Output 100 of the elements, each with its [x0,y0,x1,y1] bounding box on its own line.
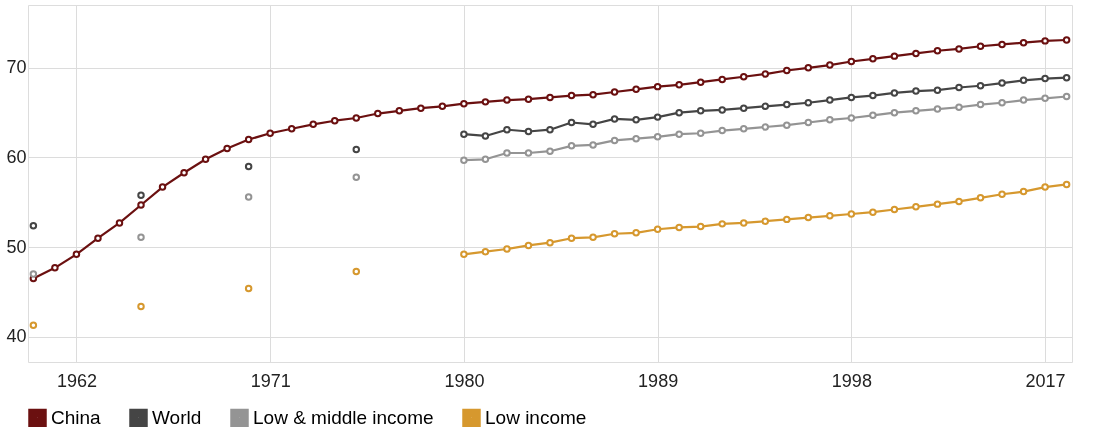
legend-label: Low income [485,406,587,428]
point [761,102,769,111]
point [1041,74,1049,83]
point [933,200,942,208]
point [1041,183,1049,191]
point [1062,180,1071,189]
x-tick-label: 1962 [56,370,97,391]
point [998,190,1006,198]
point [352,114,361,122]
point [610,115,619,123]
point [826,212,834,220]
point [524,149,533,157]
point [912,49,920,58]
point [718,126,726,135]
point [137,233,145,242]
point [739,104,748,112]
point [804,118,813,127]
point [352,145,361,154]
point [826,116,834,124]
point [653,113,662,121]
point [244,284,253,293]
point [696,78,705,86]
point [567,234,576,242]
point [417,104,425,112]
point [632,116,640,124]
x-tick-label: 2017 [1025,370,1066,391]
point [933,47,942,55]
point [912,107,920,115]
point [890,108,899,117]
point [869,55,877,63]
point [847,114,856,122]
x-tick-label: 1971 [250,370,291,391]
legend-label: World [152,406,202,428]
point [890,89,899,97]
point [1062,73,1071,82]
point [783,66,791,75]
point [352,173,361,181]
point [976,42,985,50]
point [696,107,705,115]
point [718,75,726,84]
point [610,136,619,145]
legend-label: Low & middle income [253,406,434,428]
point [739,73,748,81]
point [653,225,662,233]
point [1019,38,1028,47]
point [29,221,38,230]
point [632,134,640,143]
point [632,229,640,237]
point [460,130,468,138]
point [998,79,1006,87]
point [481,98,490,106]
point [524,127,533,136]
legend-label: China [51,406,102,428]
point [653,82,662,91]
point [933,105,942,113]
point [223,144,231,153]
point [481,155,490,164]
point [783,121,791,129]
point [567,91,576,100]
point [761,70,769,78]
point [137,302,145,311]
point [589,90,597,99]
point [955,197,963,206]
point [998,99,1006,107]
point [287,125,296,133]
point [847,93,856,102]
point [115,219,124,227]
point [29,270,38,278]
point [201,155,210,164]
point [1062,92,1071,101]
point [976,194,985,202]
point [546,93,554,102]
point [783,100,791,109]
point [460,156,468,164]
point [137,191,145,199]
point [1041,37,1049,45]
point [481,132,490,140]
point [503,125,511,134]
point [610,230,619,238]
point [244,162,253,171]
point [653,133,662,141]
point [718,220,726,228]
y-tick-label: 50 [6,236,27,257]
point [804,213,813,222]
point [1041,94,1049,103]
point [180,169,188,177]
point [546,125,554,134]
point [1019,76,1028,85]
point [503,96,511,104]
point [94,234,102,242]
point [244,193,253,201]
point [718,106,726,114]
point [955,83,963,92]
point [524,95,533,103]
point [696,129,705,137]
point [869,111,877,120]
y-tick-label: 60 [6,146,27,167]
point [976,100,985,109]
point [546,238,554,247]
point [29,321,38,329]
